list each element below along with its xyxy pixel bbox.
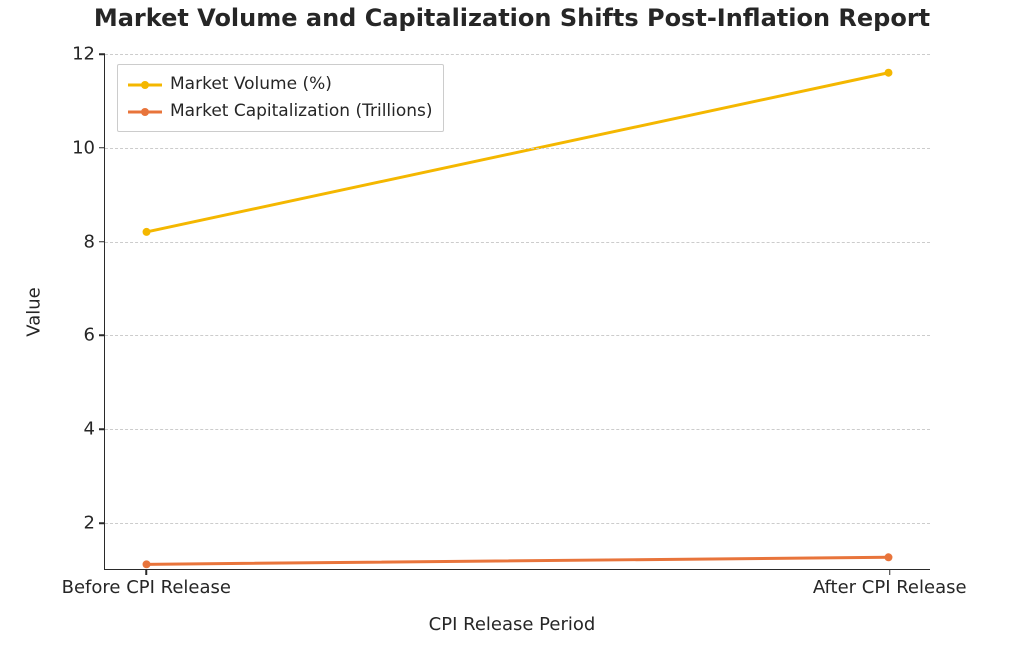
plot-area: Market Volume (%)Market Capitalization (… (104, 54, 930, 570)
xtick-label: Before CPI Release (62, 569, 231, 598)
ytick-label: 10 (72, 137, 105, 158)
legend-label: Market Volume (%) (170, 71, 332, 98)
series-marker (884, 69, 892, 77)
xtick-label: After CPI Release (813, 569, 967, 598)
chart-container: Market Volume and Capitalization Shifts … (0, 0, 1024, 661)
legend-swatch (128, 105, 162, 119)
series-marker (143, 560, 151, 568)
legend-swatch (128, 78, 162, 92)
legend: Market Volume (%)Market Capitalization (… (117, 64, 444, 132)
x-axis-label: CPI Release Period (0, 614, 1024, 635)
series-line (147, 557, 889, 564)
ytick-label: 8 (84, 231, 105, 252)
grid-line (105, 335, 930, 336)
y-axis-label: Value (24, 287, 45, 336)
series-marker (884, 553, 892, 561)
grid-line (105, 148, 930, 149)
legend-item: Market Volume (%) (128, 71, 433, 98)
grid-line (105, 523, 930, 524)
grid-line (105, 54, 930, 55)
ytick-label: 12 (72, 44, 105, 65)
chart-title: Market Volume and Capitalization Shifts … (0, 4, 1024, 32)
ytick-label: 2 (84, 513, 105, 534)
ytick-label: 4 (84, 419, 105, 440)
grid-line (105, 429, 930, 430)
grid-line (105, 242, 930, 243)
legend-dot-icon (141, 81, 149, 89)
series-marker (143, 228, 151, 236)
legend-label: Market Capitalization (Trillions) (170, 98, 433, 125)
ytick-label: 6 (84, 325, 105, 346)
legend-dot-icon (141, 108, 149, 116)
legend-item: Market Capitalization (Trillions) (128, 98, 433, 125)
